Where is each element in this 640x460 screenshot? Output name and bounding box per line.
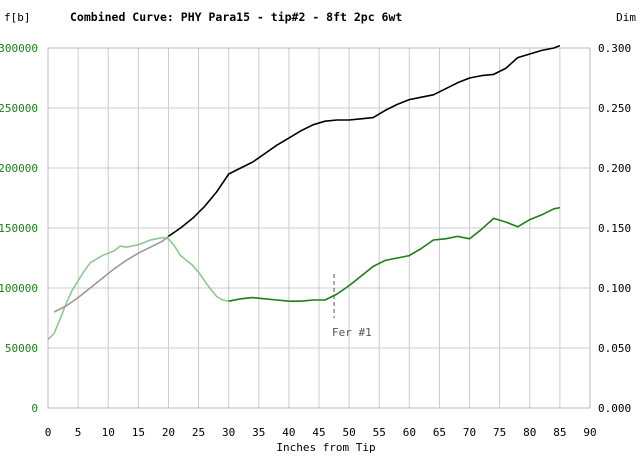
x-tick-label: 5: [75, 426, 82, 439]
y-right-tick-labels: 0.000 0.050 0.100 0.150 0.200 0.250 0.300: [598, 42, 631, 415]
series: [47, 44, 561, 341]
x-tick-label: 25: [192, 426, 205, 439]
x-tick-label: 75: [493, 426, 506, 439]
x-tick-label: 85: [553, 426, 566, 439]
y-left-tick-labels: 0 50000 100000 150000 200000 250000 300000: [0, 42, 38, 415]
x-tick-label: 35: [252, 426, 265, 439]
x-tick-label: 90: [583, 426, 596, 439]
x-tick-label: 45: [312, 426, 325, 439]
x-tick-label: 0: [45, 426, 52, 439]
x-tick-label: 80: [523, 426, 536, 439]
x-tick-label: 15: [132, 426, 145, 439]
series-line-stiffness: [228, 206, 561, 303]
x-tick-label: 50: [342, 426, 355, 439]
x-tick-label: 65: [433, 426, 446, 439]
y-right-tick-label: 0.300: [598, 42, 631, 55]
plot-frame: [47, 47, 591, 409]
x-tick-label: 10: [102, 426, 115, 439]
x-tick-label: 60: [403, 426, 416, 439]
y-right-tick-label: 0.250: [598, 102, 631, 115]
x-axis-label: Inches from Tip: [276, 441, 375, 454]
x-tick-label: 30: [222, 426, 235, 439]
y-right-unit-label: Dim: [616, 11, 636, 24]
x-tick-labels: 0 5 10 15 20 25 30 35 40 45 50 55 60 65 70 75 80 85 90: [45, 426, 597, 439]
series-line-dimension: [167, 44, 561, 238]
grid: [47, 47, 591, 409]
y-left-tick-label: 300000: [0, 42, 38, 55]
series-line-dimension-tip-segment: [53, 235, 169, 313]
y-left-tick-label: 50000: [5, 342, 38, 355]
y-left-tick-label: 100000: [0, 282, 38, 295]
y-right-tick-label: 0.200: [598, 162, 631, 175]
annotations: Fer #1: [332, 274, 372, 339]
x-tick-label: 20: [162, 426, 175, 439]
y-left-tick-label: 200000: [0, 162, 38, 175]
y-right-tick-label: 0.150: [598, 222, 631, 235]
x-tick-label: 40: [282, 426, 295, 439]
y-left-tick-label: 150000: [0, 222, 38, 235]
chart-title: Combined Curve: PHY Para15 - tip#2 - 8ft…: [70, 10, 402, 24]
y-left-tick-label: 0: [31, 402, 38, 415]
ferrule-label: Fer #1: [332, 326, 372, 339]
series-line-stiffness-tip-segment: [47, 236, 229, 341]
y-right-tick-label: 0.050: [598, 342, 631, 355]
y-right-tick-label: 0.100: [598, 282, 631, 295]
x-tick-label: 55: [373, 426, 386, 439]
x-tick-label: 70: [463, 426, 476, 439]
y-right-tick-label: 0.000: [598, 402, 631, 415]
y-left-unit-label: f[b]: [4, 11, 31, 24]
y-left-tick-label: 250000: [0, 102, 38, 115]
